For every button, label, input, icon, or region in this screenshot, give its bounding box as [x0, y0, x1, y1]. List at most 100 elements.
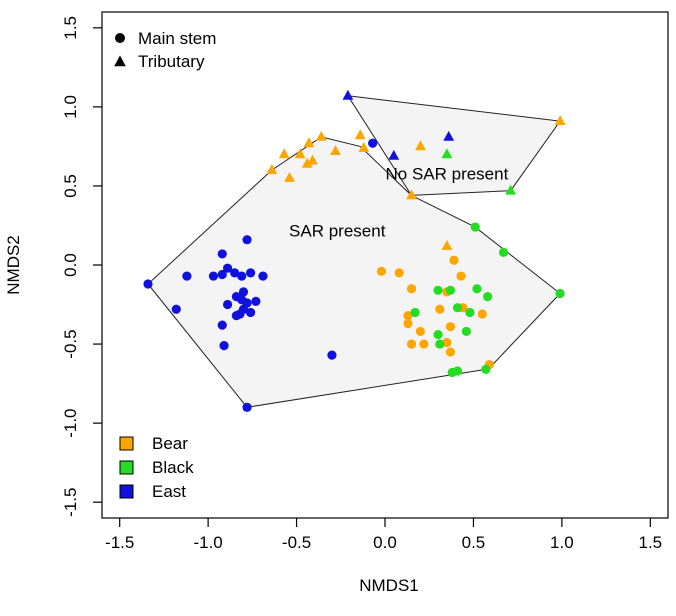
point-east-main-stem: [368, 138, 378, 148]
point-east-main-stem: [238, 287, 249, 297]
legend-layer: Main stem Tributary Bear Black East: [114, 29, 216, 501]
point-bear-tributary: [315, 130, 327, 141]
point-black-main-stem: [445, 285, 456, 295]
legend-shape-label: Tributary: [138, 52, 205, 71]
point-black-main-stem: [482, 292, 493, 302]
point-bear-tributary: [554, 115, 566, 125]
x-tick-label: -1.0: [193, 533, 222, 552]
point-bear-main-stem: [456, 271, 466, 281]
legend-bear-swatch: [119, 436, 134, 451]
x-tick-label: 1.5: [638, 533, 662, 552]
point-bear-tributary: [294, 148, 306, 159]
legend-bear-label: Bear: [152, 434, 188, 453]
point-east-main-stem: [327, 350, 337, 360]
legend-black-label: Black: [152, 458, 194, 477]
x-axis-label: NMDS1: [359, 576, 419, 595]
point-black-tributary: [441, 148, 453, 159]
point-black-tributary: [505, 184, 516, 195]
point-east-main-stem: [242, 402, 252, 412]
x-tick-label: 0.5: [462, 533, 486, 552]
point-east-main-stem: [237, 271, 247, 281]
legend-shape-label: Main stem: [138, 29, 216, 48]
axes-layer: -1.5 -1.0 -0.5 0.0 0.5 1.0 1.5 -1.5 -1.0 -0.5 0.0 0…: [4, 11, 669, 595]
point-bear-tributary: [284, 172, 295, 182]
point-east-tributary: [388, 149, 400, 160]
point-bear-tributary: [354, 129, 366, 140]
point-bear-main-stem: [403, 311, 413, 321]
y-tick-label: 0.5: [61, 174, 80, 198]
y-tick-label: 1.0: [61, 95, 80, 119]
point-bear-tributary: [415, 140, 426, 151]
point-bear-main-stem: [406, 339, 417, 349]
point-bear-main-stem: [419, 339, 429, 349]
point-bear-main-stem: [445, 347, 456, 357]
legend-main-stem-marker: [115, 33, 125, 43]
point-black-main-stem: [452, 303, 463, 313]
point-bear-tributary: [303, 137, 315, 148]
point-bear-main-stem: [415, 326, 425, 337]
point-bear-main-stem: [435, 304, 445, 314]
y-tick-label: -0.5: [61, 329, 80, 358]
point-east-main-stem: [222, 299, 233, 310]
point-black-main-stem: [435, 339, 445, 349]
point-east-main-stem: [171, 304, 181, 314]
point-black-main-stem: [470, 222, 480, 232]
annotation-layer: SAR present No SAR present: [289, 164, 509, 240]
x-tick-label: 1.0: [550, 533, 574, 552]
point-bear-main-stem: [376, 266, 387, 276]
point-black-main-stem: [481, 364, 491, 374]
legend-tributary-marker: [114, 55, 126, 67]
point-east-tributary: [342, 89, 354, 100]
point-bear-tributary: [301, 157, 313, 168]
point-east-main-stem: [208, 271, 219, 281]
legend-east-swatch: [119, 484, 134, 499]
point-east-main-stem: [230, 268, 240, 278]
point-east-main-stem: [245, 268, 256, 278]
point-bear-tributary: [266, 164, 278, 174]
point-east-main-stem: [242, 235, 252, 245]
point-bear-main-stem: [477, 309, 487, 319]
point-bear-tributary: [330, 145, 341, 155]
point-black-main-stem: [410, 307, 420, 318]
y-tick-label: 0.0: [61, 253, 80, 277]
point-black-main-stem: [555, 288, 565, 299]
point-east-main-stem: [219, 341, 229, 351]
legend-black-swatch: [119, 460, 134, 475]
x-tick-label: -1.5: [105, 533, 134, 552]
point-bear-tributary: [358, 142, 370, 152]
point-black-main-stem: [498, 247, 509, 257]
hull-label-1: SAR present: [289, 221, 386, 240]
point-bear-tributary: [406, 189, 417, 200]
point-east-tributary: [443, 130, 455, 141]
point-east-main-stem: [182, 271, 192, 281]
point-east-main-stem: [251, 296, 261, 306]
point-bear-tributary: [278, 148, 290, 159]
y-tick-label: -1.0: [61, 408, 80, 437]
point-black-main-stem: [472, 284, 482, 294]
x-tick-label: 0.0: [373, 533, 397, 552]
point-bear-main-stem: [449, 255, 459, 265]
point-east-main-stem: [217, 269, 227, 280]
y-tick-label: 1.5: [61, 16, 80, 40]
point-east-main-stem: [231, 311, 242, 321]
hull-label-2: No SAR present: [385, 164, 508, 183]
point-east-main-stem: [222, 263, 233, 273]
point-bear-main-stem: [394, 268, 404, 278]
point-east-main-stem: [245, 307, 256, 318]
point-black-main-stem: [433, 329, 443, 340]
point-layer: [143, 89, 566, 412]
point-bear-tributary: [441, 240, 453, 250]
point-black-main-stem: [452, 366, 463, 376]
point-east-main-stem: [217, 320, 227, 330]
point-east-main-stem: [217, 249, 227, 259]
point-bear-main-stem: [403, 318, 413, 329]
y-tick-label: -1.5: [61, 488, 80, 517]
y-axis-label: NMDS2: [4, 235, 23, 295]
point-east-main-stem: [143, 279, 153, 289]
point-black-main-stem: [433, 285, 443, 295]
x-tick-label: -0.5: [282, 533, 311, 552]
legend-east-label: East: [152, 482, 186, 501]
hull-layer: [147, 95, 561, 408]
point-black-main-stem: [461, 326, 471, 337]
